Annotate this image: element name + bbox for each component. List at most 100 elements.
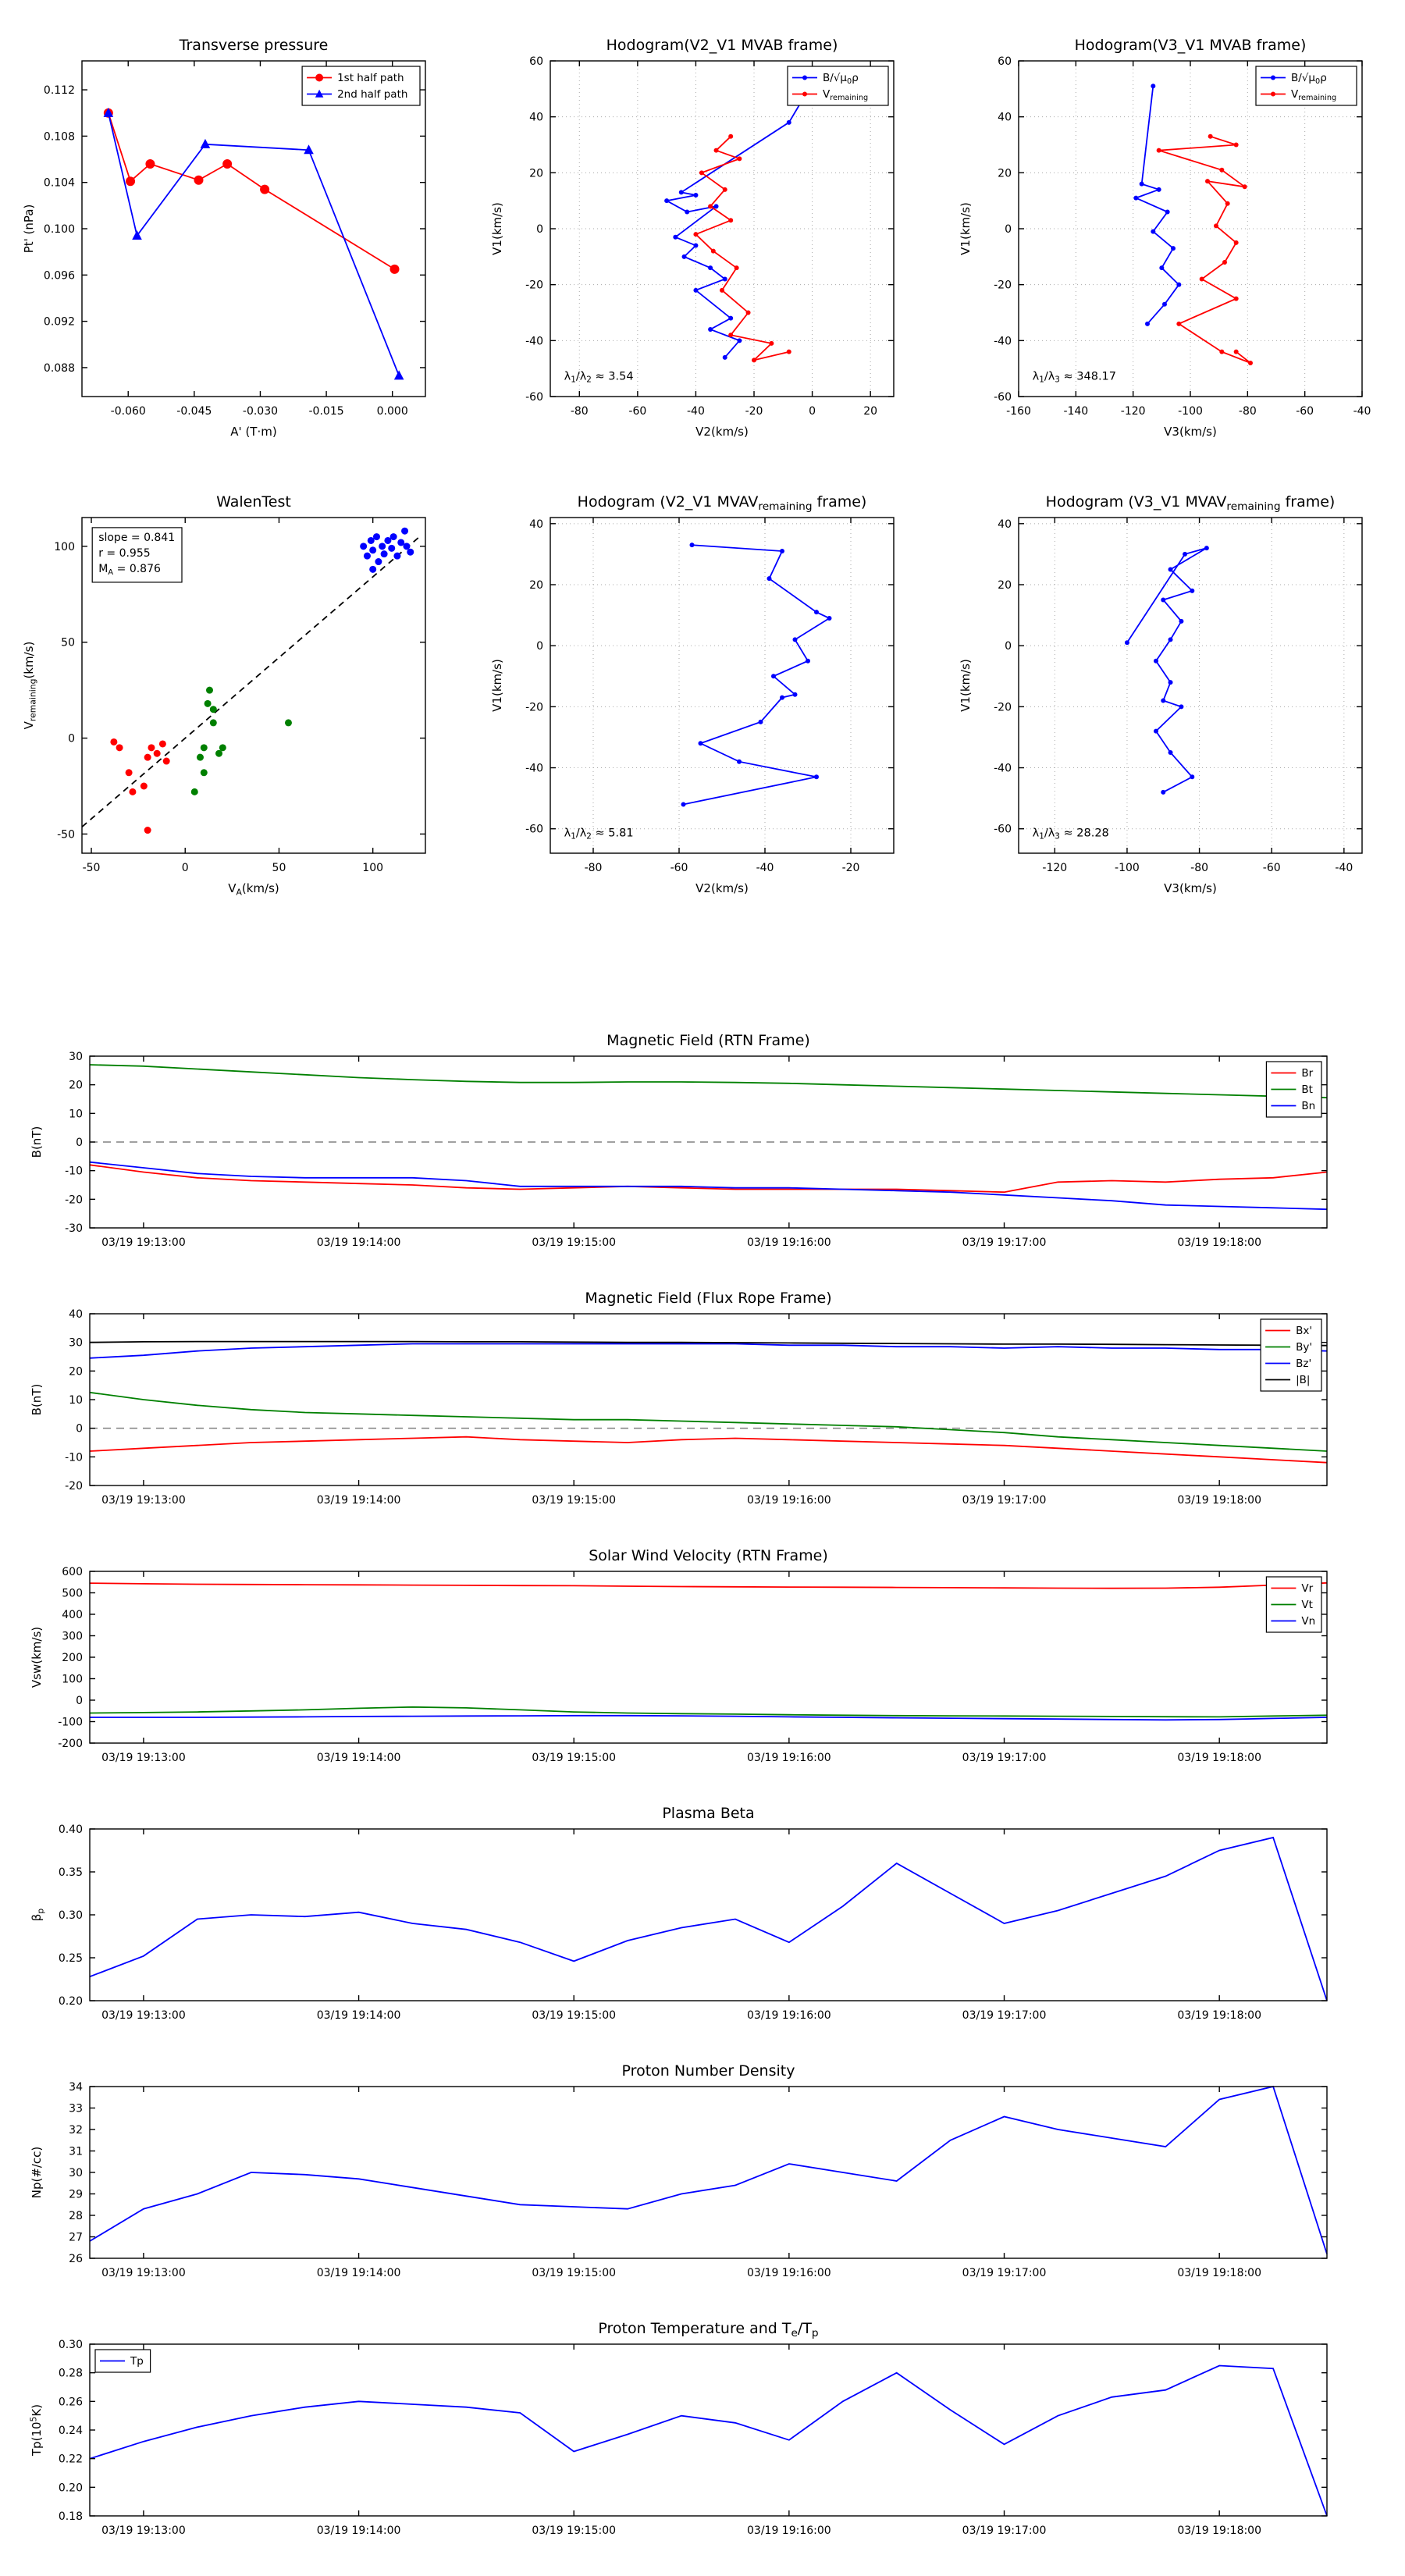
x-tick-label: 03/19 19:14:00 xyxy=(317,2009,401,2022)
y-tick-label: 40 xyxy=(69,1308,83,1321)
series-1st-half-path xyxy=(103,108,400,274)
x-tick-label: -0.060 xyxy=(111,405,146,418)
y-tick-label: 0.108 xyxy=(44,130,75,143)
series-last-third-points xyxy=(360,527,414,573)
y-tick-label: -60 xyxy=(994,391,1012,404)
x-tick-label: 03/19 19:13:00 xyxy=(101,2009,186,2022)
x-tick-label: -60 xyxy=(1296,405,1314,418)
y-tick-label: 27 xyxy=(69,2232,83,2244)
x-tick-label: 0 xyxy=(809,405,816,418)
plot-area xyxy=(1019,518,1362,853)
x-tick-label: -60 xyxy=(670,862,688,874)
y-tick-label: -30 xyxy=(65,1222,83,1235)
y-tick-label: 20 xyxy=(998,167,1012,180)
y-tick-label: 500 xyxy=(62,1588,83,1600)
y-tick-label: -60 xyxy=(525,391,543,404)
plot-area xyxy=(90,2344,1327,2516)
x-tick-label: 03/19 19:14:00 xyxy=(317,1236,401,1249)
x-tick-label: 03/19 19:14:00 xyxy=(317,1752,401,1764)
stats-line: r = 0.955 xyxy=(98,547,150,560)
series-tp xyxy=(89,2364,1328,2517)
chart-transverse-pressure: -0.060 -0.045 -0.030 -0.015 0.000 0.088 0.092 0… xyxy=(22,37,426,439)
lambda-ratio-annotation: λ1/λ2 ≈ 5.81 xyxy=(564,827,634,841)
x-tick-label: 03/19 19:15:00 xyxy=(532,2524,616,2537)
y-tick-label: 40 xyxy=(998,112,1012,124)
x-tick-label: 03/19 19:18:00 xyxy=(1177,2267,1261,2279)
y-axis-label: Np(#/cc) xyxy=(30,2147,44,2199)
chart-walen-test: -50 0 50 100 -50 0 50 100 WalenTest VA(km/s) Vrema… xyxy=(22,493,426,897)
stats-line: slope = 0.841 xyxy=(98,532,175,544)
legend: Bx' By' Bz' |B| xyxy=(1260,1318,1322,1392)
x-tick-label: 03/19 19:16:00 xyxy=(747,1236,831,1249)
y-tick-label: 0.35 xyxy=(59,1866,83,1879)
y-tick-label: -40 xyxy=(525,335,543,347)
y-tick-label: 31 xyxy=(69,2146,83,2158)
x-tick-label: -40 xyxy=(756,862,774,874)
y-axis-label: V1(km/s) xyxy=(490,659,504,712)
x-tick-label: 03/19 19:15:00 xyxy=(532,1494,616,1507)
chart-proton-number-density: 03/19 19:13:00 03/19 19:14:00 03/19 19:15:… xyxy=(30,2062,1328,2279)
chart-title: Hodogram(V2_V1 MVAB frame) xyxy=(606,37,838,54)
y-tick-label: 0.088 xyxy=(44,362,75,375)
plot-area xyxy=(90,2087,1327,2258)
y-tick-label: 40 xyxy=(529,518,543,531)
y-tick-label: -60 xyxy=(994,824,1012,836)
ticks xyxy=(1019,518,1362,853)
y-tick-label: 30 xyxy=(69,1051,83,1063)
chart-title: Proton Number Density xyxy=(622,2062,795,2080)
x-tick-label: -0.045 xyxy=(176,405,212,418)
x-tick-label: 03/19 19:17:00 xyxy=(962,2009,1047,2022)
y-tick-label: 0.112 xyxy=(44,84,75,97)
series-v-remaining- xyxy=(1156,133,1253,365)
legend-label: By' xyxy=(1296,1341,1312,1354)
x-tick-label: -50 xyxy=(83,862,101,874)
y-tick-label: 20 xyxy=(69,1365,83,1378)
x-tick-label: 03/19 19:18:00 xyxy=(1177,1752,1261,1764)
y-tick-label: 0 xyxy=(76,1423,83,1436)
y-tick-label: 0.40 xyxy=(59,1823,83,1836)
y-tick-label: 30 xyxy=(69,2167,83,2179)
x-tick-label: 03/19 19:14:00 xyxy=(317,2524,401,2537)
series-bx- xyxy=(89,1436,1328,1464)
legend-label: Vremaining xyxy=(1291,88,1336,102)
x-tick-label: 03/19 19:15:00 xyxy=(532,1236,616,1249)
series-bz- xyxy=(89,1343,1328,1359)
y-axis-label: Pt' (nPa) xyxy=(22,205,36,254)
chart-title: Proton Temperature and Te/Tp xyxy=(598,2320,818,2339)
y-tick-label: 20 xyxy=(69,1080,83,1092)
x-tick-label: -100 xyxy=(1115,862,1140,874)
chart-title: Plasma Beta xyxy=(662,1805,754,1822)
y-tick-label: 0 xyxy=(536,223,543,236)
y-axis-label: Tp(105K) xyxy=(28,2404,44,2457)
series-np xyxy=(89,2085,1328,2254)
y-tick-label: 100 xyxy=(62,1674,83,1686)
section-spacer xyxy=(0,927,1405,1013)
legend-label: Tp xyxy=(130,2355,144,2368)
legend-label: Bn xyxy=(1301,1100,1315,1112)
x-axis-label: V2(km/s) xyxy=(695,881,749,895)
y-tick-label: -60 xyxy=(525,824,543,836)
x-tick-label: -80 xyxy=(1190,862,1208,874)
legend-label: |B| xyxy=(1296,1374,1310,1386)
legend: 1st half path 2nd half path xyxy=(301,66,421,106)
x-tick-label: -40 xyxy=(1335,862,1353,874)
legend: Tp xyxy=(94,2349,151,2373)
x-tick-label: 03/19 19:17:00 xyxy=(962,1752,1047,1764)
y-tick-label: 40 xyxy=(529,112,543,124)
plot-area xyxy=(82,61,425,397)
series-bn xyxy=(89,1161,1328,1211)
legend-label: Vremaining xyxy=(823,88,868,102)
x-tick-label: 03/19 19:18:00 xyxy=(1177,2524,1261,2537)
y-tick-label: -50 xyxy=(57,828,75,841)
y-axis-label: V1(km/s) xyxy=(959,659,973,712)
x-tick-label: -80 xyxy=(571,405,589,418)
x-tick-label: 03/19 19:16:00 xyxy=(747,1494,831,1507)
y-tick-label: 0 xyxy=(1005,223,1012,236)
y-axis-label: V1(km/s) xyxy=(959,202,973,255)
x-tick-label: 03/19 19:16:00 xyxy=(747,2524,831,2537)
chart-magnetic-field-flux-rope: 03/19 19:13:00 03/19 19:14:00 03/19 19:15:… xyxy=(30,1290,1328,1507)
series-vt xyxy=(89,1706,1328,1718)
legend-label: Bz' xyxy=(1296,1357,1311,1370)
x-axis-label: VA(km/s) xyxy=(228,881,279,897)
y-tick-label: 20 xyxy=(529,579,543,592)
